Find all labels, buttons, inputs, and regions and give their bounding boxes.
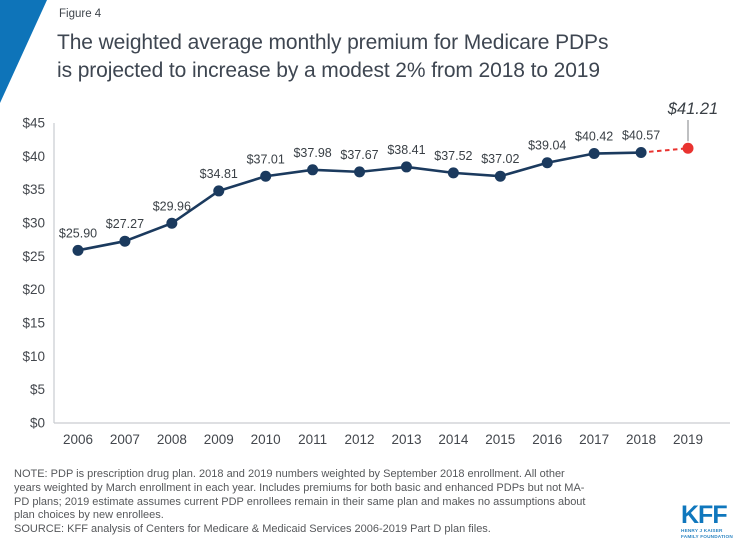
note-text: NOTE: PDP is prescription drug plan. 201… — [14, 468, 565, 480]
y-tick-label: $35 — [22, 182, 45, 197]
x-tick-label: 2008 — [157, 432, 187, 447]
source-text: SOURCE: KFF analysis of Centers for Medi… — [14, 523, 491, 536]
note-text: plan choices by new enrollees. — [14, 509, 164, 522]
value-label-2009: $34.81 — [200, 167, 238, 181]
value-label-2010: $37.01 — [247, 152, 285, 166]
value-label-2006: $25.90 — [59, 226, 97, 240]
x-tick-label: 2006 — [63, 432, 93, 447]
x-tick-label: 2018 — [626, 432, 656, 447]
note-text: years weighted by March enrollment in ea… — [14, 481, 585, 494]
data-point-2017 — [588, 148, 600, 160]
y-tick-label: $15 — [22, 316, 45, 331]
value-label-2008: $29.96 — [153, 199, 191, 213]
kff-logo: KFF HENRY J KAISER FAMILY FOUNDATION — [681, 503, 733, 540]
value-label-2016: $39.04 — [528, 139, 566, 153]
data-point-2018 — [635, 147, 647, 159]
data-point-2006 — [72, 244, 84, 256]
value-label-2013: $38.41 — [387, 143, 425, 157]
data-point-2008 — [166, 217, 178, 229]
chart-title-line-2: is projected to increase by a modest 2% … — [57, 59, 600, 82]
footnotes: NOTE: PDP is prescription drug plan. 201… — [14, 468, 694, 537]
x-tick-label: 2009 — [204, 432, 234, 447]
x-tick-label: 2011 — [298, 432, 327, 447]
y-tick-label: $25 — [22, 249, 45, 264]
value-label-2015: $37.02 — [481, 152, 519, 166]
x-tick-label: 2012 — [345, 432, 375, 447]
x-tick-label: 2014 — [438, 432, 469, 447]
chart-title-line-1: The weighted average monthly premium for… — [57, 31, 609, 54]
value-label-2012: $37.67 — [340, 148, 378, 162]
kff-logo-subtext: HENRY J KAISER FAMILY FOUNDATION — [681, 528, 733, 539]
y-tick-label: $30 — [22, 216, 45, 231]
note-text: PD plans; 2019 estimate assumes current … — [14, 495, 586, 508]
projected-segment — [640, 147, 689, 154]
x-tick-label: 2013 — [391, 432, 421, 447]
x-tick-label: 2016 — [532, 432, 562, 447]
y-tick-label: $10 — [22, 349, 45, 364]
y-tick-label: $20 — [22, 282, 45, 297]
y-tick-label: $40 — [22, 149, 45, 164]
y-tick-label: $45 — [22, 116, 45, 131]
value-label-2007: $27.27 — [106, 217, 144, 231]
figure-label: Figure 4 — [59, 8, 102, 20]
y-tick-label: $0 — [30, 416, 45, 431]
data-point-2010 — [260, 170, 272, 182]
value-label-2011: $37.98 — [293, 146, 331, 160]
x-tick-label: 2017 — [579, 432, 609, 447]
value-label-2014: $37.52 — [434, 149, 472, 163]
x-tick-label: 2007 — [110, 432, 140, 447]
kff-logo-text: KFF — [681, 501, 728, 529]
data-point-2016 — [541, 157, 553, 169]
chart-title: The weighted average monthly premium for… — [57, 29, 608, 85]
projected-data-point-2019 — [682, 142, 694, 154]
data-point-2015 — [494, 170, 506, 182]
x-tick-label: 2019 — [673, 432, 703, 447]
projected-value-label: $41.21 — [667, 100, 718, 118]
y-tick-label: $5 — [30, 382, 45, 397]
data-point-2013 — [400, 161, 412, 173]
data-point-2009 — [213, 185, 225, 197]
x-tick-label: 2010 — [251, 432, 281, 447]
data-point-2012 — [354, 166, 366, 178]
data-point-2007 — [119, 235, 131, 247]
value-label-2017: $40.42 — [575, 130, 613, 144]
value-label-2018: $40.57 — [622, 129, 660, 143]
data-point-2014 — [447, 167, 459, 179]
data-point-2011 — [307, 164, 319, 176]
x-tick-label: 2015 — [485, 432, 515, 447]
